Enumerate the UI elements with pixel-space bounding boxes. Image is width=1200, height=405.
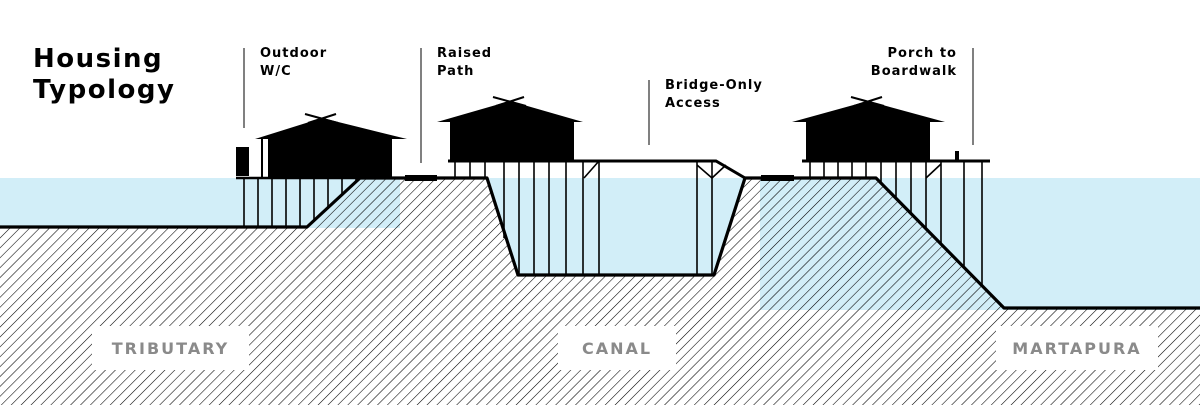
region-label-tributary: TRIBUTARY xyxy=(92,326,249,370)
leader-lines xyxy=(243,48,974,163)
outdoor-wc-structure xyxy=(236,147,249,176)
tributary-house xyxy=(236,113,407,227)
house-body xyxy=(450,121,574,161)
region-label-canal: CANAL xyxy=(558,326,676,370)
annotation-line: Bridge-Only xyxy=(665,78,763,93)
annotation-line: Access xyxy=(665,96,721,111)
house-roof xyxy=(255,118,407,139)
martapura-house xyxy=(792,96,990,285)
canal-bridge xyxy=(700,159,746,180)
annotation-raised-path: Raised Path xyxy=(437,45,492,81)
ground-section xyxy=(0,178,1200,405)
house-roof xyxy=(792,101,945,122)
house-body xyxy=(268,138,392,178)
annotation-line: Raised xyxy=(437,46,493,61)
canal-water xyxy=(487,178,745,275)
porch-post xyxy=(955,151,959,161)
raised-path-house xyxy=(437,96,746,275)
annotation-line: Porch to xyxy=(887,46,957,61)
house-roof xyxy=(437,101,583,122)
title-line-2: Typology xyxy=(33,75,176,105)
ground-profile-line xyxy=(0,176,1200,310)
annotation-line: Outdoor xyxy=(260,46,328,61)
title-line-1: Housing xyxy=(33,44,164,74)
raised-path-slab-2 xyxy=(761,175,794,181)
house-body xyxy=(806,121,930,161)
region-label-martapura: MARTAPURA xyxy=(996,326,1158,370)
annotation-porch-to-boardwalk: Porch to Boardwalk xyxy=(871,45,957,81)
annotation-outdoor-wc: Outdoor W/C xyxy=(260,45,327,81)
annotation-line: Boardwalk xyxy=(870,64,957,79)
annotation-bridge-only-access: Bridge-Only Access xyxy=(665,77,763,113)
diagram-title: Housing Typology xyxy=(33,44,175,106)
annotation-line: W/C xyxy=(260,64,292,79)
raised-path-slab xyxy=(405,175,437,181)
annotation-line: Path xyxy=(437,64,475,79)
